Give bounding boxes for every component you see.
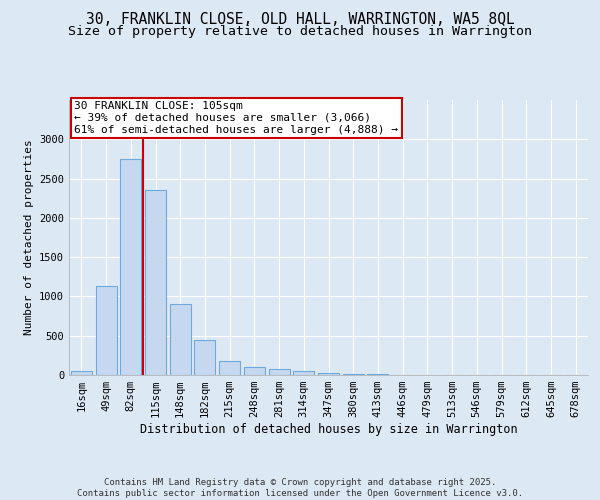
Bar (170, 304, 191, 375)
Bar (194, 340, 215, 375)
Bar (244, 367, 265, 375)
Bar (343, 374, 364, 375)
Text: 30 FRANKLIN CLOSE: 105sqm
← 39% of detached houses are smaller (3,066)
61% of se: 30 FRANKLIN CLOSE: 105sqm ← 39% of detac… (74, 102, 398, 134)
Bar (95, 286, 116, 375)
Text: Size of property relative to detached houses in Warrington: Size of property relative to detached ho… (68, 25, 532, 38)
X-axis label: Distribution of detached houses by size in Warrington: Distribution of detached houses by size … (140, 423, 517, 436)
Text: 30, FRANKLIN CLOSE, OLD HALL, WARRINGTON, WA5 8QL: 30, FRANKLIN CLOSE, OLD HALL, WARRINGTON… (86, 12, 514, 28)
Bar (71, 371, 92, 375)
Bar (145, 190, 166, 375)
Bar (367, 374, 388, 375)
Y-axis label: Number of detached properties: Number of detached properties (23, 140, 34, 336)
Bar (293, 371, 314, 375)
Bar (318, 372, 339, 375)
Text: Contains HM Land Registry data © Crown copyright and database right 2025.
Contai: Contains HM Land Registry data © Crown c… (77, 478, 523, 498)
Bar (269, 368, 290, 375)
Bar (120, 159, 141, 375)
Bar (219, 361, 240, 375)
